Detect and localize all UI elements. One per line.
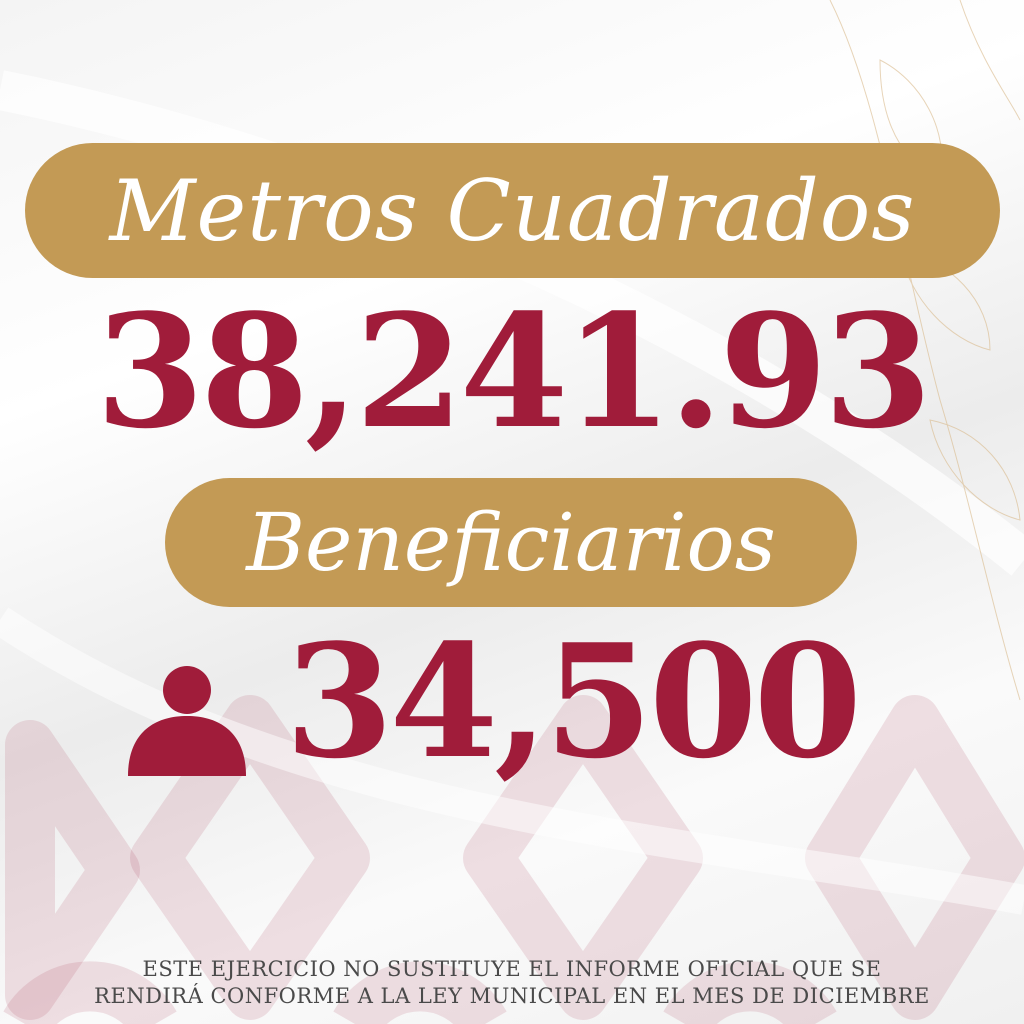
title-pill: Metros Cuadrados xyxy=(25,143,1000,278)
disclaimer-line-2: RENDIRÁ CONFORME A LA LEY MUNICIPAL EN E… xyxy=(94,984,930,1008)
disclaimer-line-1: ESTE EJERCICIO NO SUSTITUYE EL INFORME O… xyxy=(142,957,882,981)
title-label: Metros Cuadrados xyxy=(109,161,916,260)
beneficiaries-label: Beneficiarios xyxy=(246,496,776,589)
beneficiaries-value: 34,500 xyxy=(285,610,862,793)
person-icon xyxy=(128,666,246,776)
disclaimer: ESTE EJERCICIO NO SUSTITUYE EL INFORME O… xyxy=(0,956,1024,1010)
beneficiaries-pill: Beneficiarios xyxy=(165,478,857,607)
area-value: 38,241.93 xyxy=(95,280,932,463)
